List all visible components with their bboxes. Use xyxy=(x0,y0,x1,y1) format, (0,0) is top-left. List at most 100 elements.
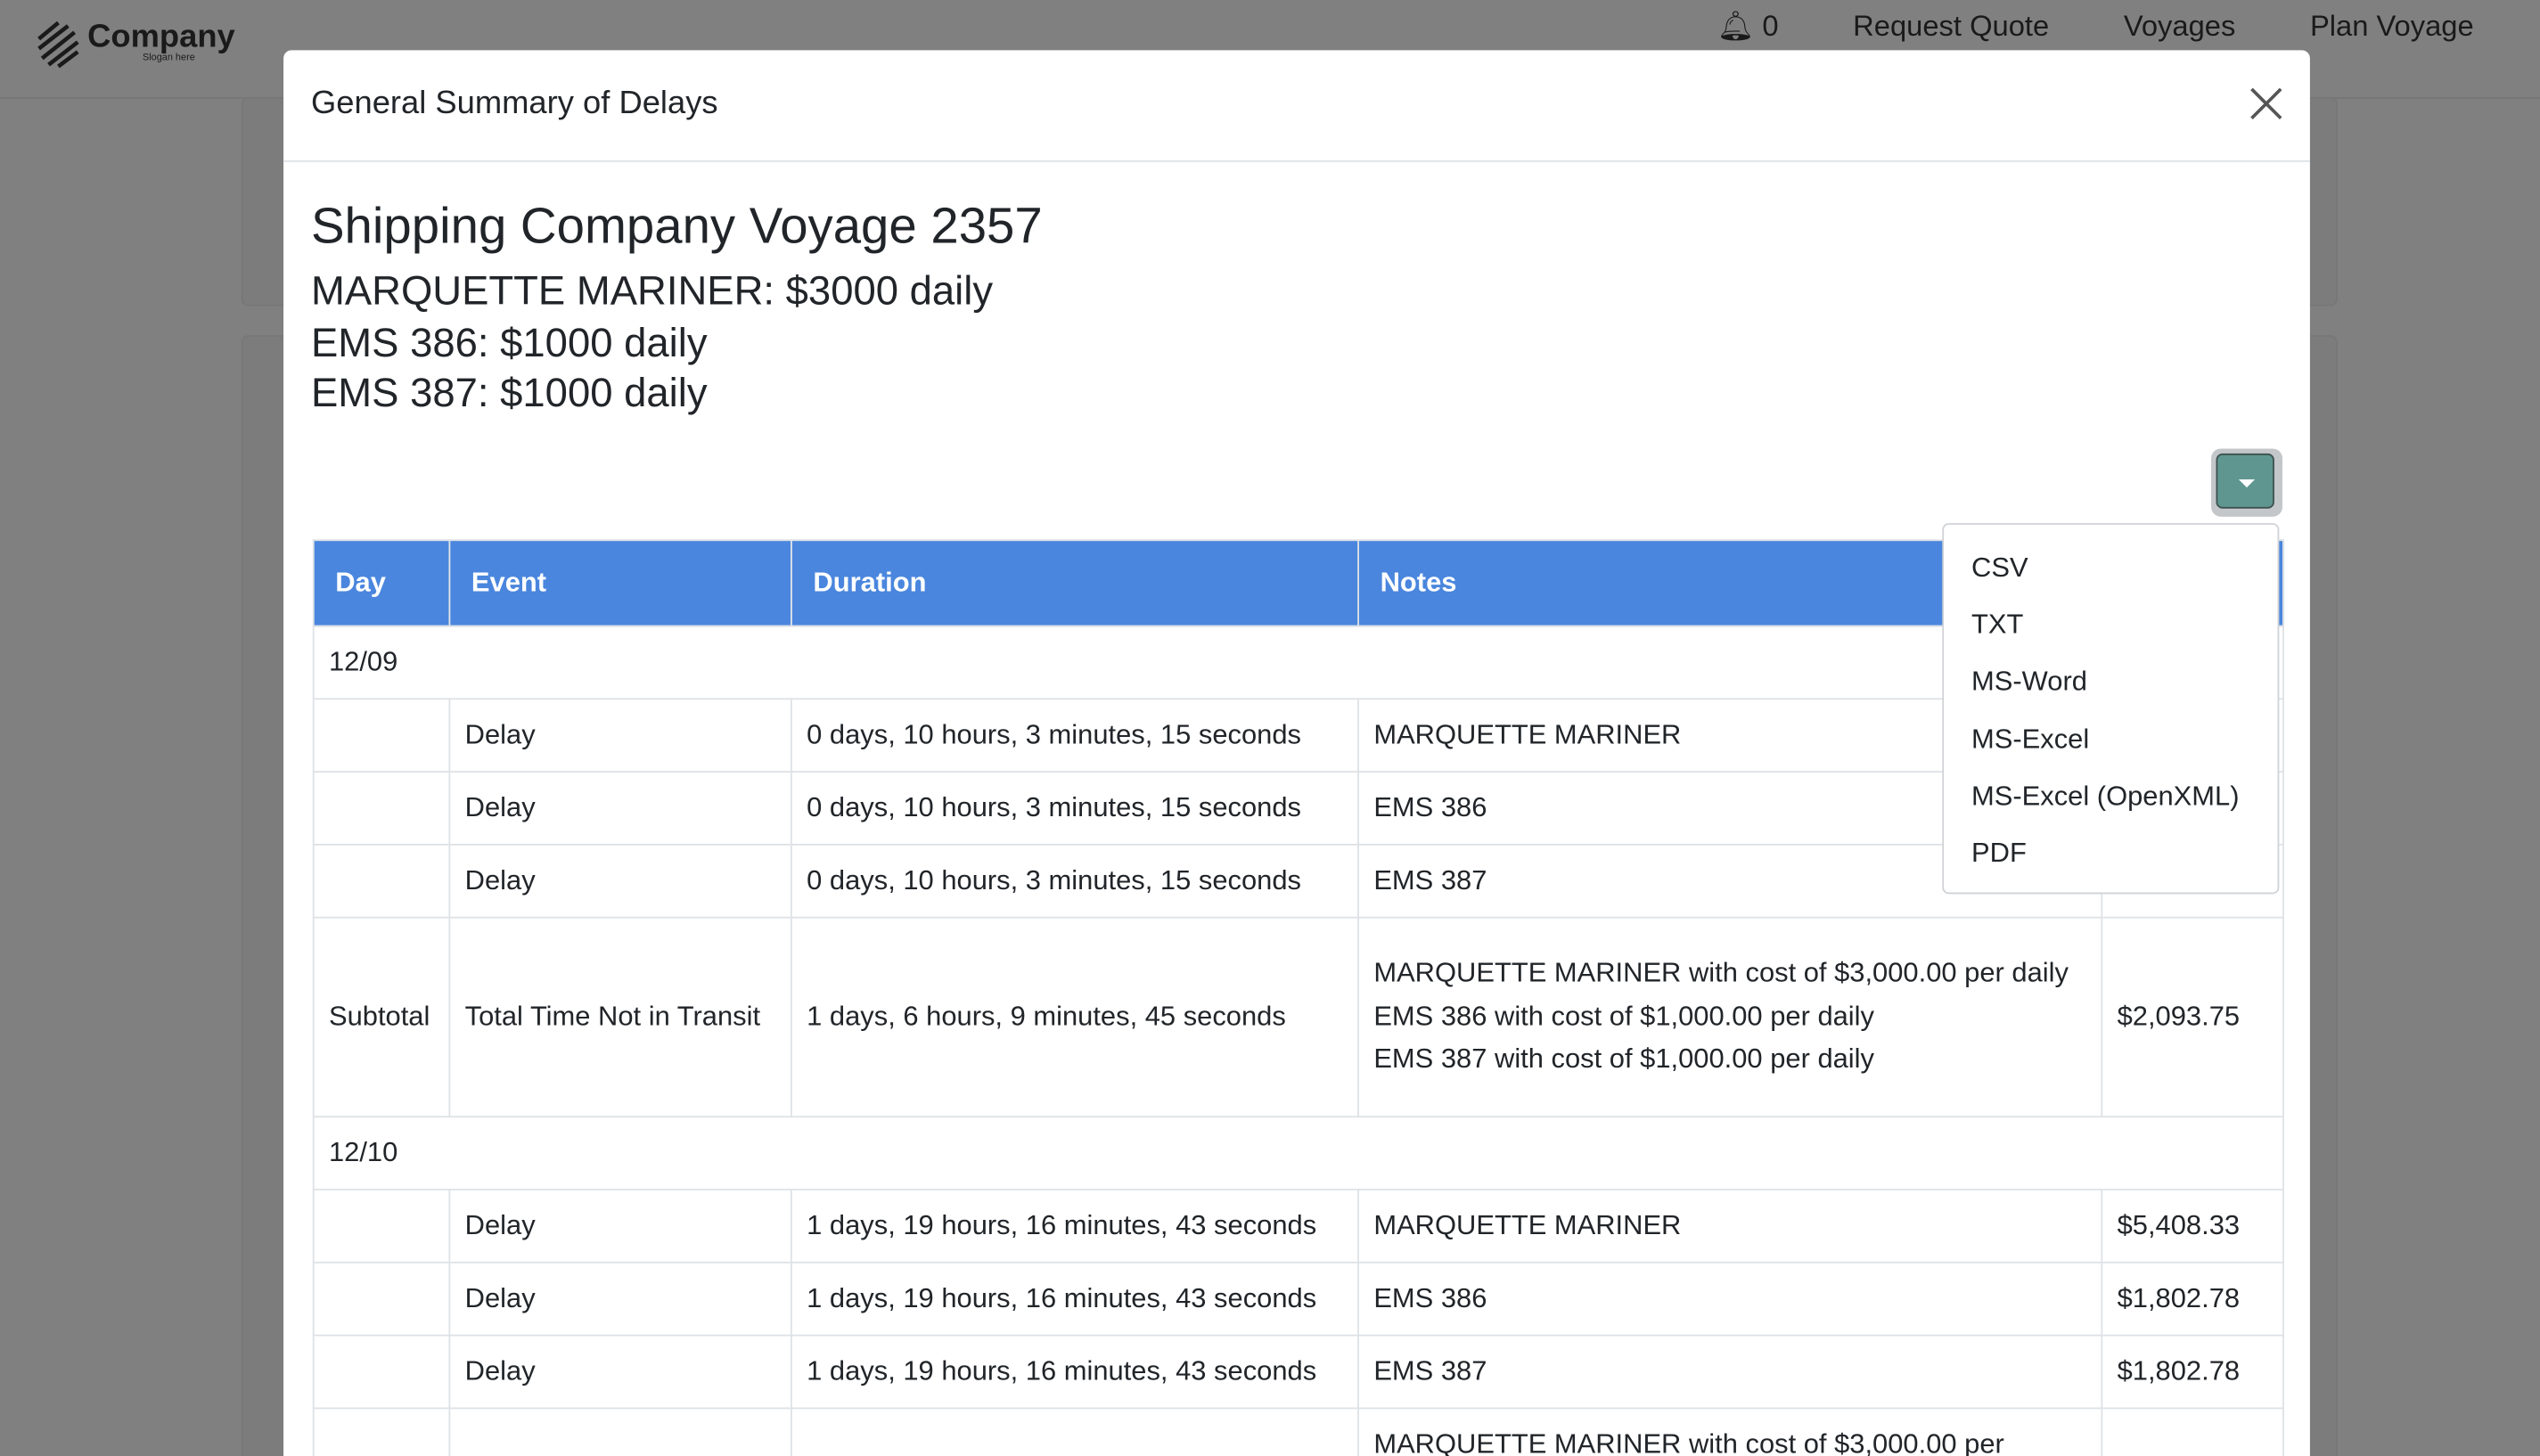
notification-bell[interactable]: 🔔︎ 0 xyxy=(1717,10,1779,44)
table-cell xyxy=(790,1407,1359,1456)
cell-text: 1 days, 19 hours, 16 minutes, 43 seconds xyxy=(807,1354,1317,1386)
table-cell: EMS 386 xyxy=(1357,1261,2103,1337)
cell-text: EMS 386 xyxy=(1373,791,1487,822)
column-header-label: Day xyxy=(335,567,386,598)
table-cell: MARQUETTE MARINER xyxy=(1357,1189,2103,1264)
column-header-label: Event xyxy=(471,567,547,598)
brand-slogan: Slogan here xyxy=(142,53,195,63)
column-header-label: Duration xyxy=(813,567,927,598)
column-header: Duration xyxy=(790,539,1359,627)
table-cell xyxy=(448,1407,792,1456)
table-cell xyxy=(312,1189,451,1264)
table-cell: Delay xyxy=(448,698,792,773)
table-cell: 1 days, 19 hours, 16 minutes, 43 seconds xyxy=(790,1261,1359,1337)
table-cell: Total Time Not in Transit xyxy=(448,916,792,1118)
rate-line: EMS 386: $1000 daily xyxy=(310,320,708,366)
table-cell: $1,802.78 xyxy=(2101,1261,2284,1337)
cell-text: MARQUETTE MARINER xyxy=(1373,718,1682,750)
table-row: Subtotal Total Time Not in Transit 1 days,… xyxy=(312,916,2284,1118)
table-cell: 0 days, 10 hours, 3 minutes, 15 seconds xyxy=(790,698,1359,773)
cell-text: Delay xyxy=(464,1282,536,1313)
export-dropdown-button[interactable] xyxy=(2211,448,2282,517)
cell-text: Delay xyxy=(464,1354,536,1386)
table-cell: 1 days, 19 hours, 16 minutes, 43 seconds xyxy=(790,1189,1359,1264)
export-option[interactable]: CSV xyxy=(1971,552,2028,584)
brand-logo[interactable]: Company Slogan here xyxy=(36,20,235,69)
table-cell xyxy=(312,698,451,773)
table-cell: Delay xyxy=(448,1189,792,1264)
logo-icon xyxy=(37,20,79,69)
table-cell: Delay xyxy=(448,1261,792,1337)
table-cell xyxy=(312,843,451,919)
cell-text: $5,408.33 xyxy=(2117,1209,2241,1240)
table-cell xyxy=(312,1334,451,1410)
cell-text: MARQUETTE MARINER with cost of $3,000.00… xyxy=(1373,957,2069,1075)
delays-modal: General Summary of Delays Shipping Compa… xyxy=(283,50,2310,1456)
table-row: MARQUETTE MARINER with cost of $3,000.00… xyxy=(312,1407,2284,1456)
delays-table: Day Event Duration Notes 12/09 Delay 0 days, … xyxy=(312,539,2284,1456)
modal-title: General Summary of Delays xyxy=(310,86,718,122)
column-header: Event xyxy=(448,539,792,627)
cell-text: 12/10 xyxy=(328,1136,398,1168)
cell-text: 1 days, 6 hours, 9 minutes, 45 seconds xyxy=(807,1000,1286,1032)
table-cell: Subtotal xyxy=(312,916,451,1118)
export-option[interactable]: MS-Excel (OpenXML) xyxy=(1971,780,2240,812)
cell-text: Delay xyxy=(464,1209,536,1240)
export-option[interactable]: MS-Word xyxy=(1971,666,2087,698)
column-header-label: Notes xyxy=(1380,567,1457,598)
table-cell: Delay xyxy=(448,771,792,846)
table-cell: MARQUETTE MARINER with cost of $3,000.00… xyxy=(1357,916,2103,1118)
table-cell: 12/10 xyxy=(312,1116,2284,1190)
nav-voyages[interactable]: Voyages xyxy=(2123,9,2236,43)
export-menu: CSV TXT MS-Word MS-Excel MS-Excel (OpenXML) P… xyxy=(1942,523,2280,895)
table-row: Delay 1 days, 19 hours, 16 minutes, 43 se… xyxy=(312,1334,2284,1410)
table-cell: Delay xyxy=(448,843,792,919)
bell-icon: 🔔︎ xyxy=(1717,9,1755,43)
export-option[interactable]: PDF xyxy=(1971,837,2027,869)
voyage-heading: Shipping Company Voyage 2357 xyxy=(310,197,1043,255)
cell-text: Delay xyxy=(464,864,536,896)
cell-text: 1 days, 19 hours, 16 minutes, 43 seconds xyxy=(807,1282,1317,1313)
nav-plan-voyage[interactable]: Plan Voyage xyxy=(2309,9,2474,43)
cell-text: Subtotal xyxy=(328,1000,430,1032)
table-cell xyxy=(312,1261,451,1337)
rate-line: MARQUETTE MARINER: $3000 daily xyxy=(310,268,994,315)
rate-line: EMS 387: $1000 daily xyxy=(310,371,708,417)
date-group-row: 12/10 xyxy=(312,1116,2284,1190)
cell-text: $1,802.78 xyxy=(2117,1354,2241,1386)
brand-name: Company xyxy=(87,19,235,55)
cell-text: $2,093.75 xyxy=(2117,1000,2241,1032)
cell-text: 0 days, 10 hours, 3 minutes, 15 seconds xyxy=(807,864,1301,896)
cell-text: EMS 387 xyxy=(1373,1354,1487,1386)
table-row: Delay 1 days, 19 hours, 16 minutes, 43 se… xyxy=(312,1189,2284,1264)
cell-text: MARQUETTE MARINER xyxy=(1373,1209,1682,1240)
table-cell: 1 days, 6 hours, 9 minutes, 45 seconds xyxy=(790,916,1359,1118)
cell-text: 0 days, 10 hours, 3 minutes, 15 seconds xyxy=(807,718,1301,750)
table-cell: 1 days, 19 hours, 16 minutes, 43 seconds xyxy=(790,1334,1359,1410)
column-header: Day xyxy=(312,539,451,627)
table-cell: EMS 387 xyxy=(1357,1334,2103,1410)
nav-request-quote[interactable]: Request Quote xyxy=(1853,9,2050,43)
export-option[interactable]: MS-Excel xyxy=(1971,723,2090,755)
table-cell xyxy=(312,771,451,846)
cell-text: EMS 387 xyxy=(1373,864,1487,896)
table-cell: 0 days, 10 hours, 3 minutes, 15 seconds xyxy=(790,843,1359,919)
cell-text: $1,802.78 xyxy=(2117,1282,2241,1313)
table-cell: $1,802.78 xyxy=(2101,1334,2284,1410)
table-cell: $5,408.33 xyxy=(2101,1189,2284,1264)
table-cell xyxy=(312,1407,451,1456)
cell-text: 12/09 xyxy=(328,645,398,677)
caret-down-icon xyxy=(2216,453,2274,509)
table-cell xyxy=(2101,1407,2284,1456)
table-cell: $2,093.75 xyxy=(2101,916,2284,1118)
table-cell: 0 days, 10 hours, 3 minutes, 15 seconds xyxy=(790,771,1359,846)
cell-text: Delay xyxy=(464,791,536,822)
cell-text: 0 days, 10 hours, 3 minutes, 15 seconds xyxy=(807,791,1301,822)
table-row: Delay 1 days, 19 hours, 16 minutes, 43 se… xyxy=(312,1261,2284,1337)
table-cell: Delay xyxy=(448,1334,792,1410)
close-icon[interactable] xyxy=(2245,83,2287,125)
cell-text: MARQUETTE MARINER with cost of $3,000.00… xyxy=(1373,1427,2004,1456)
export-option[interactable]: TXT xyxy=(1971,609,2024,641)
cell-text: EMS 386 xyxy=(1373,1282,1487,1313)
notification-count: 0 xyxy=(1762,9,1779,43)
